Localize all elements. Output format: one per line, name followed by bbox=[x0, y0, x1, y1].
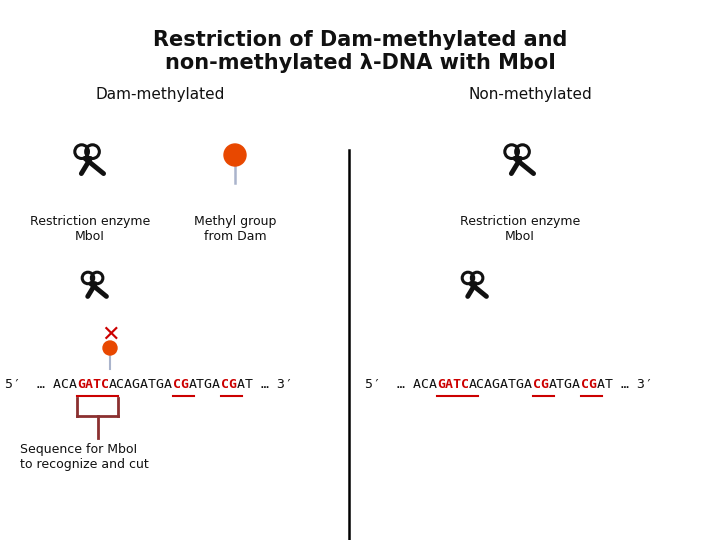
Text: Sequence for MboI
to recognize and cut: Sequence for MboI to recognize and cut bbox=[20, 443, 149, 471]
Text: ATGA: ATGA bbox=[549, 379, 581, 392]
Text: CG: CG bbox=[221, 379, 237, 392]
Text: GATC: GATC bbox=[437, 379, 469, 392]
Text: AT … 3′: AT … 3′ bbox=[597, 379, 653, 392]
Text: CG: CG bbox=[581, 379, 597, 392]
Text: ✕: ✕ bbox=[101, 325, 120, 345]
Text: Methyl group
from Dam: Methyl group from Dam bbox=[194, 215, 276, 243]
Circle shape bbox=[224, 144, 246, 166]
Text: ACAGATGA: ACAGATGA bbox=[109, 379, 173, 392]
Text: Restriction of Dam-methylated and
non-methylated λ-DNA with MboI: Restriction of Dam-methylated and non-me… bbox=[153, 30, 567, 73]
Text: Restriction enzyme
MboI: Restriction enzyme MboI bbox=[30, 215, 150, 243]
Text: AT … 3′: AT … 3′ bbox=[237, 379, 293, 392]
Text: Non-methylated: Non-methylated bbox=[468, 87, 592, 103]
Text: ATGA: ATGA bbox=[189, 379, 221, 392]
Text: CG: CG bbox=[173, 379, 189, 392]
Text: ACAGATGA: ACAGATGA bbox=[469, 379, 533, 392]
Text: Restriction enzyme
MboI: Restriction enzyme MboI bbox=[460, 215, 580, 243]
Text: Dam-methylated: Dam-methylated bbox=[95, 87, 225, 103]
Text: 5′  … ACA: 5′ … ACA bbox=[365, 379, 437, 392]
Text: GATC: GATC bbox=[77, 379, 109, 392]
Text: 5′  … ACA: 5′ … ACA bbox=[5, 379, 77, 392]
Text: CG: CG bbox=[533, 379, 549, 392]
Circle shape bbox=[103, 341, 117, 355]
